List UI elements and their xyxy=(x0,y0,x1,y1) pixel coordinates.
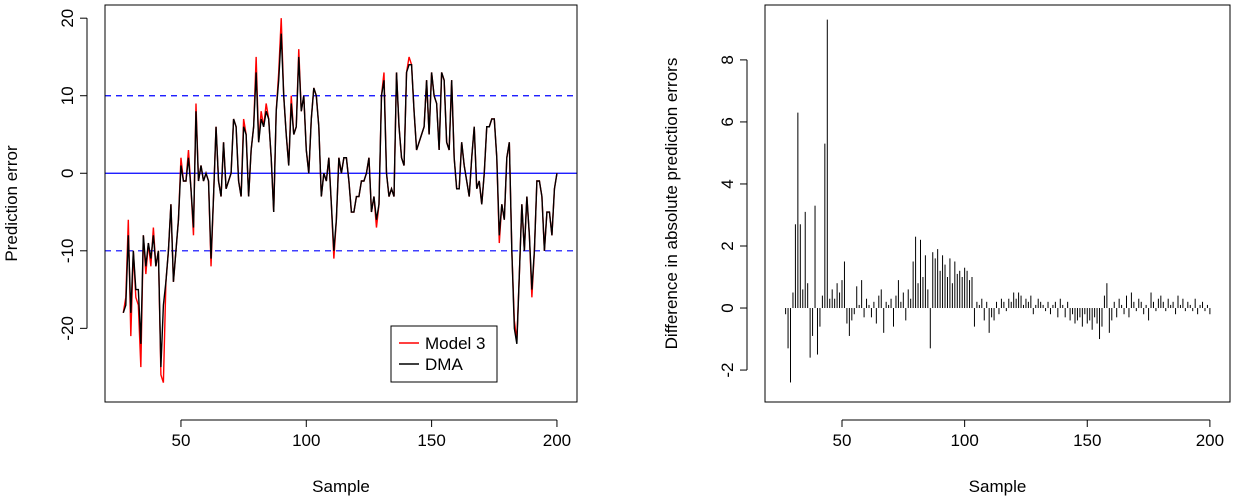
legend-label: Model 3 xyxy=(425,334,485,353)
legend: Model 3 DMA xyxy=(390,325,498,383)
y-tick-label: 8 xyxy=(718,55,737,64)
series-line xyxy=(122,33,558,368)
legend-label: DMA xyxy=(425,355,463,374)
x-tick-label: 150 xyxy=(417,431,445,450)
y-tick-label: 0 xyxy=(58,169,77,178)
x-tick-label: 100 xyxy=(950,431,978,450)
legend-box xyxy=(390,325,498,383)
x-axis-label: Sample xyxy=(969,477,1027,496)
y-tick-label: 10 xyxy=(58,86,77,105)
plot-frame xyxy=(104,4,578,403)
x-tick-label: 150 xyxy=(1073,431,1101,450)
x-tick-label: 100 xyxy=(292,431,320,450)
y-axis-label: Prediction error xyxy=(2,145,21,262)
x-tick-label: 50 xyxy=(833,431,852,450)
y-tick-label: 0 xyxy=(718,303,737,312)
y-tick-label: 2 xyxy=(718,241,737,250)
y-tick-label: 20 xyxy=(58,9,77,28)
y-axis-label: Difference in absolute prediction errors xyxy=(662,58,681,350)
x-tick-label: 200 xyxy=(543,431,571,450)
y-tick-label: 6 xyxy=(718,117,737,126)
x-tick-label: 50 xyxy=(171,431,190,450)
y-tick-label: -2 xyxy=(718,362,737,377)
y-tick-label: -20 xyxy=(58,316,77,341)
y-tick-label: 4 xyxy=(718,179,737,188)
y-tick-label: -10 xyxy=(58,239,77,264)
x-tick-label: 200 xyxy=(1196,431,1224,450)
plot-frame xyxy=(764,4,1231,403)
x-axis-label: Sample xyxy=(312,477,370,496)
